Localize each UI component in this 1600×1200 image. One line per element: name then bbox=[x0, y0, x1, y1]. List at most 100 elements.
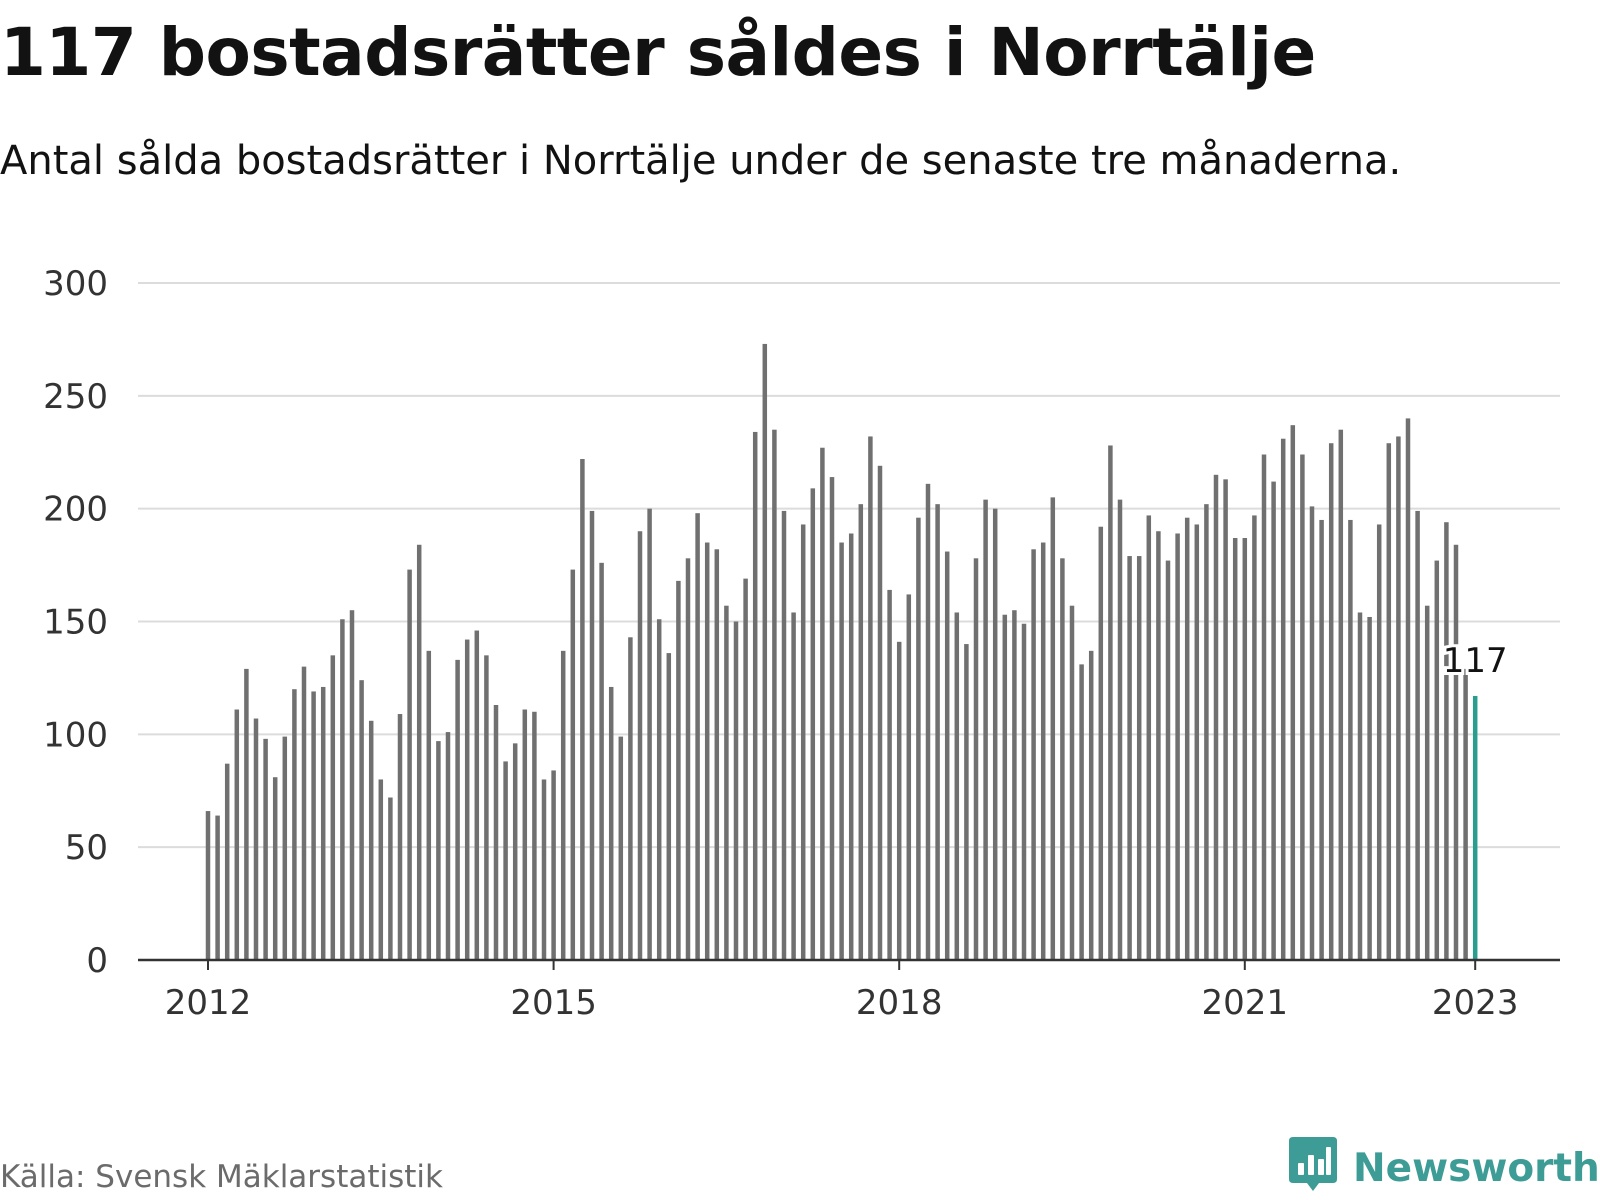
bar bbox=[1348, 519, 1353, 960]
bar bbox=[637, 531, 643, 960]
bar bbox=[234, 709, 240, 960]
bar bbox=[1434, 560, 1440, 960]
bar bbox=[656, 619, 662, 960]
bar bbox=[887, 589, 892, 960]
x-tick-label: 2015 bbox=[510, 983, 597, 1023]
bar bbox=[436, 741, 441, 960]
bar bbox=[560, 650, 566, 960]
y-tick-label: 0 bbox=[86, 941, 108, 981]
bar bbox=[1127, 556, 1132, 960]
bar bbox=[340, 619, 345, 960]
bar bbox=[973, 558, 979, 960]
bar bbox=[829, 477, 835, 960]
bar bbox=[1280, 438, 1286, 961]
bar bbox=[484, 655, 489, 960]
x-tick-label: 2021 bbox=[1202, 983, 1289, 1023]
bar bbox=[301, 666, 307, 960]
bar bbox=[839, 542, 844, 960]
bar bbox=[397, 714, 403, 960]
bar bbox=[916, 517, 921, 960]
bar bbox=[1146, 515, 1152, 960]
bar bbox=[810, 488, 816, 960]
bar bbox=[935, 504, 940, 960]
brand-logo: Newsworthy bbox=[1289, 1137, 1600, 1199]
bar bbox=[772, 429, 777, 960]
bar bbox=[570, 569, 576, 960]
bar bbox=[474, 630, 480, 960]
bar bbox=[493, 704, 499, 960]
bar bbox=[628, 637, 633, 960]
y-tick-label: 300 bbox=[43, 264, 108, 304]
bar bbox=[378, 779, 384, 960]
x-tick-label: 2023 bbox=[1432, 983, 1519, 1023]
bar bbox=[1232, 538, 1238, 960]
chart-title: 117 bostadsrätter såldes i Norrtälje bbox=[0, 14, 1316, 91]
bar bbox=[1424, 605, 1430, 960]
bar bbox=[781, 510, 787, 960]
bar bbox=[1405, 418, 1411, 960]
bar bbox=[263, 738, 268, 960]
bar bbox=[1223, 479, 1228, 960]
bar bbox=[983, 499, 988, 960]
bar bbox=[1309, 506, 1315, 960]
bar bbox=[1367, 616, 1372, 960]
x-axis: 2012 2015 2018 2021 2023 bbox=[138, 958, 1560, 1023]
bar bbox=[282, 736, 288, 960]
bar bbox=[858, 504, 864, 960]
bar bbox=[1463, 668, 1468, 960]
bar bbox=[445, 732, 451, 960]
bar bbox=[1386, 443, 1392, 960]
x-tick-label: 2018 bbox=[856, 983, 943, 1023]
bar bbox=[368, 720, 374, 960]
bar-chart-speech-bubble-icon bbox=[1289, 1137, 1337, 1191]
bar bbox=[416, 544, 422, 960]
bar bbox=[1376, 524, 1382, 960]
bar bbox=[388, 797, 393, 960]
highlight-value-label: 117 bbox=[1443, 641, 1508, 681]
bar bbox=[733, 621, 739, 960]
bar bbox=[1300, 454, 1305, 960]
bar bbox=[868, 436, 873, 960]
bar bbox=[791, 612, 796, 960]
bar bbox=[1396, 436, 1401, 960]
bar bbox=[1040, 542, 1046, 960]
bar bbox=[1357, 612, 1363, 960]
bar bbox=[877, 465, 883, 960]
bar bbox=[1079, 664, 1084, 960]
bar bbox=[244, 668, 249, 960]
y-tick-label: 250 bbox=[43, 377, 108, 417]
bar bbox=[224, 763, 230, 960]
bar bbox=[820, 447, 825, 960]
bar bbox=[359, 680, 364, 960]
y-tick-label: 100 bbox=[43, 715, 108, 755]
bar bbox=[1021, 623, 1027, 960]
bar bbox=[1213, 474, 1219, 960]
bar bbox=[599, 562, 604, 960]
bar bbox=[714, 549, 720, 960]
annotations: 117 bbox=[1440, 638, 1511, 684]
bar bbox=[896, 641, 902, 960]
bar bbox=[1242, 538, 1248, 960]
bar bbox=[1117, 499, 1123, 960]
y-axis-ticks: 0 50 100 150 200 250 300 bbox=[43, 264, 108, 981]
bar bbox=[704, 542, 710, 960]
bar bbox=[512, 743, 518, 960]
bar bbox=[320, 686, 326, 960]
y-tick-label: 150 bbox=[43, 603, 108, 643]
bar bbox=[762, 343, 768, 960]
bar bbox=[1175, 533, 1180, 960]
bar bbox=[455, 659, 460, 960]
bar bbox=[551, 770, 556, 960]
bar bbox=[1204, 504, 1209, 960]
bar bbox=[906, 594, 912, 960]
bar bbox=[580, 459, 585, 960]
bar bbox=[800, 524, 806, 960]
bar bbox=[666, 653, 672, 960]
bar bbox=[1271, 481, 1276, 960]
bar bbox=[1328, 443, 1334, 960]
bar bbox=[541, 779, 547, 960]
bar bbox=[407, 569, 412, 960]
bar bbox=[618, 736, 624, 960]
bar bbox=[1415, 510, 1420, 960]
